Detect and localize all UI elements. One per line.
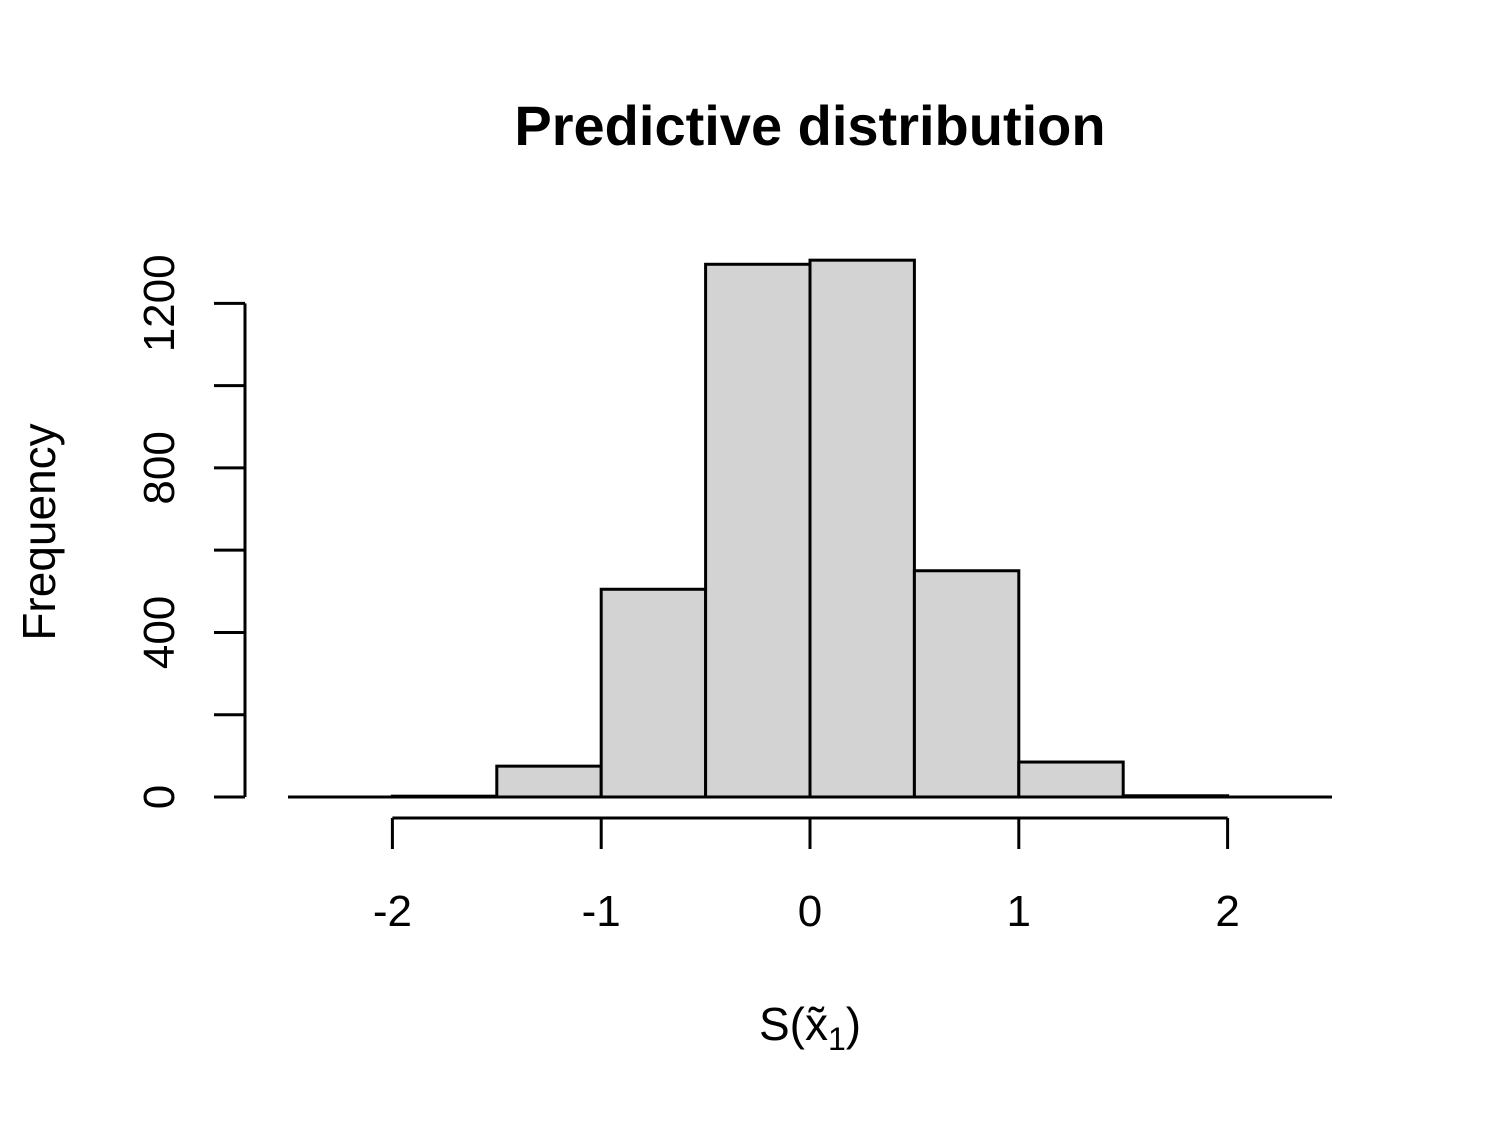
x-tick-label: 2 — [1215, 887, 1239, 936]
y-axis-label: Frequency — [13, 423, 65, 640]
x-tick-label: 1 — [1007, 887, 1031, 936]
x-axis-label: S(x̃1) — [759, 998, 861, 1057]
chart-title: Predictive distribution — [514, 94, 1105, 157]
y-tick-label: 400 — [135, 596, 184, 669]
x-tick-label: -1 — [582, 887, 621, 936]
y-axis: 0 400 800 1200 — [135, 254, 247, 809]
y-tick-label: 800 — [135, 431, 184, 504]
histogram-bar — [599, 587, 708, 799]
x-tick-label: -2 — [373, 887, 412, 936]
histogram-bar — [808, 258, 916, 799]
histogram-bar — [1017, 760, 1125, 799]
histogram-bar — [495, 764, 603, 799]
x-tick-label: 0 — [798, 887, 822, 936]
y-tick-label: 1200 — [135, 254, 184, 352]
histogram-bars — [288, 258, 1332, 799]
y-tick-label: 0 — [135, 785, 184, 809]
x-axis: -2 -1 0 1 2 — [373, 816, 1240, 936]
histogram-bar — [704, 262, 812, 799]
histogram-bar — [912, 569, 1021, 799]
